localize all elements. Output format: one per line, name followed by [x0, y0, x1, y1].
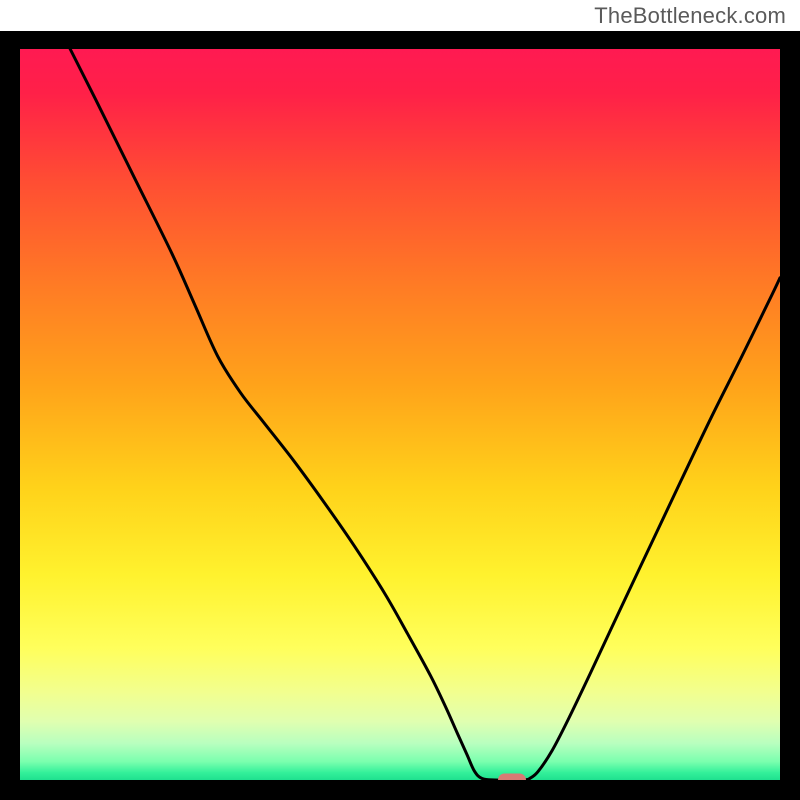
optimal-marker — [498, 774, 526, 781]
chart-frame — [0, 31, 800, 800]
plot-area — [20, 49, 780, 780]
bottleneck-curve — [70, 49, 780, 780]
curve-svg — [20, 49, 780, 780]
watermark-text: TheBottleneck.com — [594, 3, 786, 29]
